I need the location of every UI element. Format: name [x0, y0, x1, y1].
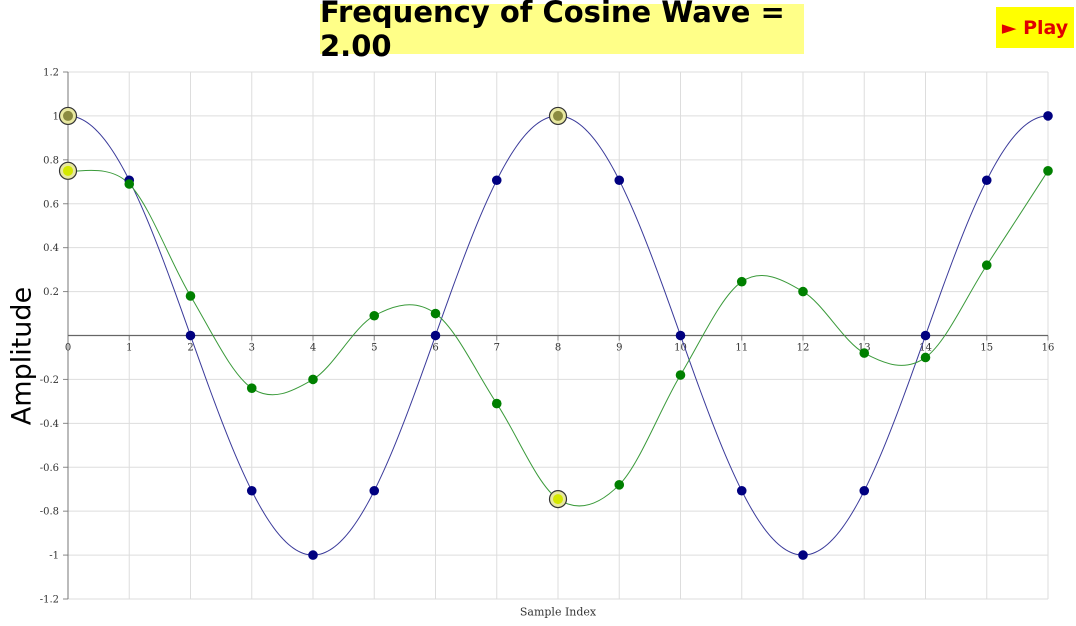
x-tick-label: 0 [65, 343, 71, 354]
data-point[interactable] [981, 175, 992, 186]
axes [63, 71, 1049, 600]
data-point[interactable] [308, 550, 318, 560]
x-tick-label: 1 [126, 343, 132, 354]
data-point[interactable] [675, 330, 686, 341]
data-point[interactable] [1043, 111, 1053, 121]
data-point-highlighted[interactable] [553, 110, 563, 121]
y-tick-label: -1.2 [40, 595, 59, 606]
data-point[interactable] [614, 480, 625, 490]
x-tick-label: 8 [555, 343, 561, 354]
data-point[interactable] [308, 374, 318, 385]
data-point[interactable] [430, 308, 441, 319]
x-tick-label: 12 [797, 343, 810, 354]
x-tick-label: 16 [1042, 343, 1055, 354]
data-point-highlighted[interactable] [553, 494, 563, 505]
data-point[interactable] [859, 348, 870, 358]
data-point[interactable] [614, 175, 625, 186]
x-axis-label: Sample Index [519, 605, 597, 619]
data-point[interactable] [430, 330, 441, 341]
y-tick-label: 0.8 [43, 155, 59, 166]
data-point[interactable] [491, 175, 502, 186]
x-tick-label: 4 [310, 343, 316, 354]
data-point[interactable] [124, 179, 135, 189]
data-point[interactable] [736, 276, 747, 287]
data-point[interactable] [736, 485, 747, 496]
y-tick-label: -1 [49, 551, 59, 562]
y-tick-label: 1.2 [43, 68, 59, 79]
data-point[interactable] [369, 310, 380, 321]
y-tick-label: 0.6 [43, 199, 59, 210]
data-point[interactable] [491, 398, 502, 409]
y-tick-label: 0.2 [43, 287, 59, 298]
x-tick-label: 7 [494, 343, 500, 354]
x-tick-label: 13 [858, 343, 871, 354]
x-tick-label: 15 [980, 343, 993, 354]
x-tick-label: 5 [371, 343, 377, 354]
data-point[interactable] [246, 383, 257, 394]
data-point[interactable] [185, 330, 196, 341]
data-point[interactable] [798, 286, 808, 297]
y-tick-label: -0.4 [40, 419, 59, 430]
x-tick-label: 6 [432, 343, 438, 354]
data-point[interactable] [1043, 166, 1053, 176]
x-tick-label: 2 [187, 343, 193, 354]
y-tick-label: 1 [53, 111, 59, 122]
data-point[interactable] [920, 330, 931, 341]
data-point[interactable] [798, 550, 808, 560]
data-point[interactable] [981, 260, 992, 271]
chart-title: Frequency of Cosine Wave = 2.00 [320, 0, 804, 63]
x-tick-label: 9 [616, 343, 622, 354]
data-point[interactable] [675, 370, 686, 380]
x-tick-label: 14 [919, 343, 932, 354]
data-point[interactable] [920, 352, 931, 363]
data-point[interactable] [369, 485, 380, 496]
data-point[interactable] [859, 485, 870, 496]
data-point[interactable] [185, 291, 196, 301]
data-point[interactable] [246, 485, 257, 496]
y-tick-label: -0.6 [40, 463, 59, 474]
y-tick-label: -0.8 [40, 507, 59, 518]
x-tick-label: 10 [674, 343, 687, 354]
data-point-highlighted[interactable] [63, 110, 73, 121]
x-tick-label: 11 [735, 343, 748, 354]
x-tick-label: 3 [249, 343, 255, 354]
y-tick-label: -0.2 [40, 375, 59, 386]
y-tick-label: 0.4 [43, 243, 59, 254]
play-button[interactable]: ► Play [996, 7, 1074, 48]
tick-labels: 0 1 2 3 4 5 6 7 8 9 10 11 12 13 14 15 161.210.80.60.40.2… [40, 68, 1055, 606]
data-point-highlighted[interactable] [63, 165, 73, 176]
points [58, 106, 1053, 560]
